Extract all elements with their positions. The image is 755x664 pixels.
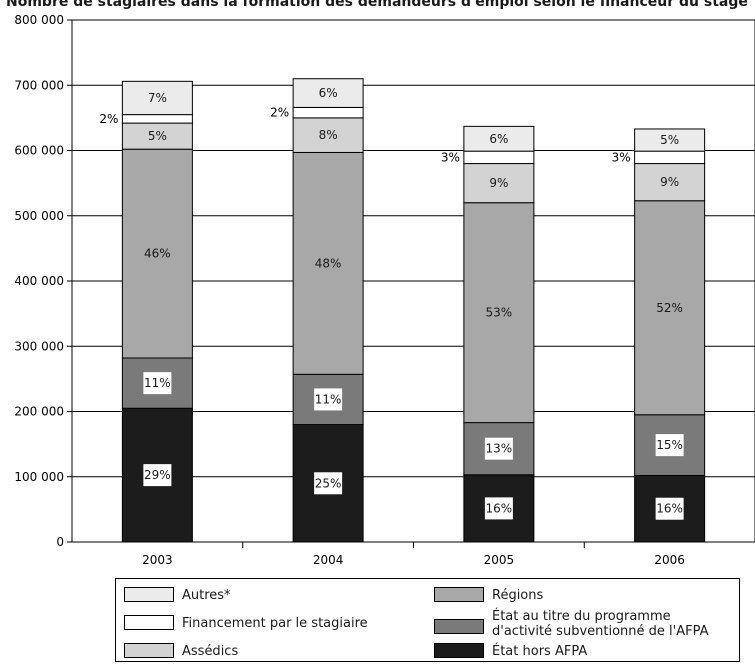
data-label: 25% — [315, 476, 342, 490]
data-label: 15% — [656, 438, 683, 452]
stacked-bar-chart: 0 100 000 200 000 300 000 400 000 500 000 600 … — [14, 13, 755, 567]
bar-segment — [121, 80, 193, 116]
bar-segment — [292, 78, 364, 108]
legend-label-etat-hors-afpa: État hors AFPA — [492, 644, 588, 659]
legend-swatch-regions — [434, 587, 484, 602]
data-label: 3% — [612, 150, 631, 164]
bar-segment — [121, 148, 193, 359]
axes: 0 100 000 200 000 300 000 400 000 500 000 600 … — [14, 13, 685, 567]
data-label: 53% — [486, 306, 513, 320]
data-label-box — [143, 372, 172, 395]
data-label: 29% — [144, 468, 171, 482]
y-tick-label: 800 000 — [14, 13, 64, 27]
y-tick-label: 300 000 — [14, 339, 64, 353]
data-label: 46% — [144, 247, 171, 261]
data-labels: 29% 11% 46% 5% 2% 7% 25% 11% 48% 8% 2% 6% 16% 13% 53% 9… — [99, 86, 684, 520]
data-label-box — [314, 472, 343, 495]
x-tick-label: 2004 — [313, 553, 344, 567]
data-label: 48% — [315, 256, 342, 270]
legend-swatch-autres — [124, 587, 174, 602]
data-label: 16% — [486, 501, 513, 515]
bar-segment — [463, 125, 535, 152]
data-label: 5% — [660, 133, 679, 147]
legend-swatch-etat-hors-afpa — [434, 643, 484, 658]
data-label-box — [314, 388, 343, 411]
data-label: 7% — [148, 91, 167, 105]
data-label: 6% — [489, 132, 508, 146]
x-tick-label: 2005 — [484, 553, 515, 567]
y-tick-label: 600 000 — [14, 144, 64, 158]
x-tick-label: 2003 — [142, 553, 173, 567]
legend-label-etat-afpa: État au titre du programme d'activité su… — [492, 609, 709, 639]
legend-label-assedics: Assédics — [182, 644, 239, 659]
bar-segment — [634, 150, 706, 165]
y-tick-label: 400 000 — [14, 274, 64, 288]
data-label: 16% — [656, 502, 683, 516]
bar-segment — [463, 150, 535, 165]
bar-segment — [634, 128, 706, 152]
x-tick-label: 2006 — [654, 553, 685, 567]
data-label: 3% — [441, 150, 460, 164]
data-label-box — [655, 497, 684, 520]
data-label-box — [484, 437, 513, 460]
bar-segment — [463, 163, 535, 204]
data-label-box — [484, 497, 513, 520]
data-label: 2% — [270, 106, 289, 120]
data-label-box — [655, 434, 684, 457]
y-tick-label: 0 — [56, 535, 64, 549]
data-label: 9% — [660, 175, 679, 189]
data-label: 11% — [144, 376, 171, 390]
data-label-box — [143, 464, 172, 487]
bar-segment — [121, 114, 193, 124]
data-label: 6% — [319, 86, 338, 100]
data-label: 8% — [319, 128, 338, 142]
y-tick-label: 500 000 — [14, 209, 64, 223]
data-label: 52% — [656, 301, 683, 315]
y-tick-label: 200 000 — [14, 405, 64, 419]
legend-swatch-financement-stagiaire — [124, 615, 174, 630]
chart-title: Nombre de stagiaires dans la formation d… — [6, 0, 748, 10]
legend-swatch-assedics — [124, 643, 174, 658]
data-label: 2% — [99, 112, 118, 126]
legend-swatch-etat-afpa — [434, 619, 484, 634]
data-label: 13% — [486, 442, 513, 456]
bar-segment — [292, 151, 364, 375]
y-tick-label: 100 000 — [14, 470, 64, 484]
legend-label-autres: Autres* — [182, 588, 231, 603]
y-tick-label: 700 000 — [14, 78, 64, 92]
data-label: 9% — [489, 176, 508, 190]
bars — [121, 78, 706, 543]
bar-segment — [463, 202, 535, 424]
data-label: 11% — [315, 392, 342, 406]
chart-legend: Autres* Financement par le stagiaire Ass… — [115, 578, 740, 662]
bar-segment — [292, 106, 364, 119]
bar-segment — [121, 122, 193, 150]
legend-label-financement-stagiaire: Financement par le stagiaire — [182, 616, 368, 631]
legend-label-regions: Régions — [492, 588, 544, 603]
bar-segment — [292, 117, 364, 153]
data-label: 5% — [148, 129, 167, 143]
